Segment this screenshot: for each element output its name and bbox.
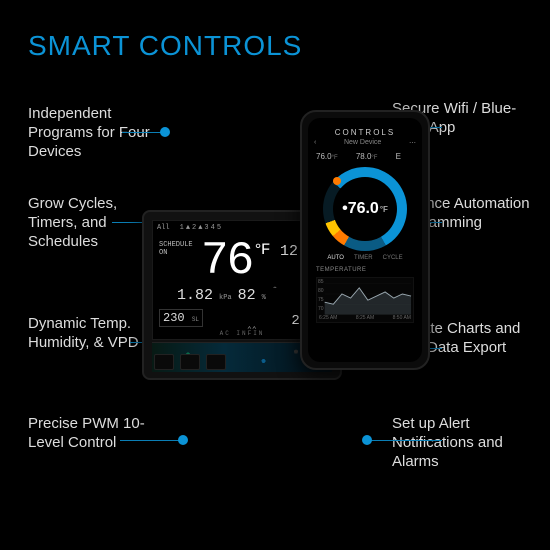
leader-line (112, 222, 144, 223)
topbar-triangle-icon: ▲ (186, 224, 190, 232)
tab-auto[interactable]: AUTO (327, 255, 344, 261)
leader-dot (362, 435, 372, 445)
topbar-4: 4 (211, 224, 215, 232)
callout-independent-programs: Independent Programs for Four Devices (28, 105, 168, 161)
humidity-reading: 1.82kPa 82% ˆ (177, 287, 278, 304)
leader-dot (160, 127, 170, 137)
tab-cycle[interactable]: CYCLE (383, 255, 403, 261)
topbar-3: 3 (204, 224, 208, 232)
temperature-dial[interactable]: •76.0°F (323, 167, 407, 251)
callout-alerts: Set up Alert Notifications and Alarms (392, 415, 532, 471)
stat-right: E (396, 152, 401, 161)
temperature-reading: 76°F (201, 235, 267, 287)
mode-box: 230 SL (159, 309, 203, 327)
app-subheader: ‹ New Device ⋯ (308, 139, 422, 146)
dial-center-value: •76.0°F (323, 167, 407, 251)
topbar-all: All (157, 224, 170, 232)
brand-label: AC INFIN (220, 330, 265, 337)
back-chevron-icon[interactable]: ‹ (314, 139, 316, 146)
page-title: SMART CONTROLS (28, 30, 302, 62)
stat-left: 76.0°F (316, 152, 338, 161)
leader-dot (178, 435, 188, 445)
leader-line (122, 132, 162, 133)
app-header: CONTROLS (308, 118, 422, 139)
stat-mid: 78.0°F (356, 152, 378, 161)
leader-line (120, 440, 180, 441)
topbar-1: 1 (180, 224, 184, 232)
phone-device: CONTROLS ‹ New Device ⋯ 76.0°F 78.0°F E … (300, 110, 430, 370)
phone-screen[interactable]: CONTROLS ‹ New Device ⋯ 76.0°F 78.0°F E … (308, 118, 422, 362)
tab-timer[interactable]: TIMER (354, 255, 373, 261)
callout-pwm: Precise PWM 10-Level Control (28, 415, 168, 453)
controller-button[interactable] (180, 354, 200, 370)
phone-stat-row: 76.0°F 78.0°F E (308, 146, 409, 161)
schedule-indicator: SCHEDULE ON (159, 241, 193, 257)
topbar-5: 5 (217, 224, 221, 232)
chart-label: TEMPERATURE (308, 261, 422, 273)
chart-svg (317, 278, 413, 316)
controller-buttons (154, 354, 226, 370)
topbar-triangle-icon: ▲ (198, 224, 202, 232)
menu-dots-icon[interactable]: ⋯ (409, 139, 416, 147)
chart-y-axis: 85 80 75 70 (318, 279, 324, 312)
controller-button[interactable] (206, 354, 226, 370)
controller-button[interactable] (154, 354, 174, 370)
temperature-chart[interactable]: 85 80 75 70 6:25 AM 8:25 AM 8:50 AM (316, 277, 414, 323)
chart-x-axis: 6:25 AM 8:25 AM 8:50 AM (317, 315, 413, 321)
leader-line (370, 440, 442, 441)
topbar-2: 2 (192, 224, 196, 232)
